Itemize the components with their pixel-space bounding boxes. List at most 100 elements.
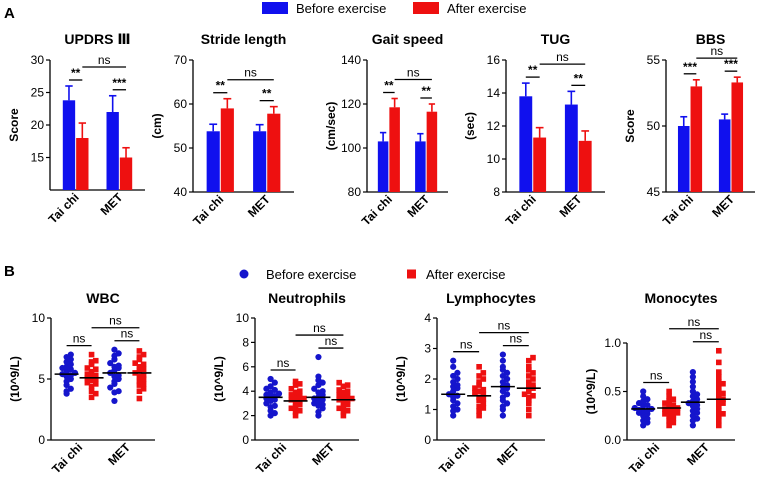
chart-wbc-point-met-after (140, 385, 147, 392)
chart-wbc-point-met-after (140, 361, 147, 368)
chart-updrs-bar-tai-chi-after (76, 138, 89, 190)
chart-monocytes-point-tai-chi-after (662, 406, 668, 412)
chart-wbc-point-met-after (136, 395, 143, 402)
chart-monocytes-point-met-after (716, 383, 722, 390)
panel-label-b: B (4, 263, 15, 280)
chart-wbc-point-tai-chi-after (84, 379, 91, 386)
chart-bbs-significance-label: *** (724, 57, 738, 71)
legend-a-label-after: After exercise (447, 1, 526, 16)
chart-neutrophils-point-met-after (340, 394, 347, 401)
chart-wbc-point-tai-chi-after (84, 365, 91, 371)
chart-lymphocytes-point-tai-chi-after (476, 397, 482, 404)
chart-tug: TUG 8 10 12 14 16 (sec) Tai chi MET ** ** ns (463, 31, 605, 228)
chart-bbs-title: BBS (696, 31, 726, 47)
chart-bbs-y-tick-label: 55 (647, 53, 661, 67)
chart-monocytes-point-met-after (716, 417, 722, 424)
chart-stride-length-x-tick-label-met: MET (245, 192, 273, 220)
chart-monocytes-point-met-after (720, 411, 726, 417)
chart-monocytes-point-tai-chi-after (670, 412, 677, 419)
chart-monocytes-point-met-before (689, 422, 696, 429)
chart-wbc-point-tai-chi-before (67, 351, 74, 358)
chart-neutrophils-point-tai-chi-before (271, 379, 278, 386)
chart-neutrophils-point-met-after (336, 392, 342, 398)
chart-updrs-title: UPDRS Ⅲ (64, 31, 130, 47)
chart-neutrophils-point-met-after (340, 404, 347, 410)
chart-gait-speed-bar-met-before (415, 141, 426, 192)
panel-label-a: A (4, 5, 15, 22)
chart-tug-y-tick-label: 14 (487, 86, 501, 100)
chart-neutrophils-point-tai-chi-after (288, 385, 295, 392)
chart-lymphocytes-point-tai-chi-before (454, 369, 461, 376)
chart-lymphocytes-point-tai-chi-after (480, 405, 487, 411)
chart-monocytes-point-tai-chi-after (670, 408, 677, 414)
legend-a-swatch-after (413, 2, 439, 14)
chart-bbs-y-tick-label: 45 (647, 185, 661, 199)
chart-updrs-bar-met-after (119, 157, 133, 190)
chart-updrs-significance-label: ns (98, 53, 111, 67)
chart-monocytes-point-tai-chi-after (666, 398, 672, 404)
chart-lymphocytes-point-met-after (526, 379, 532, 385)
chart-lymphocytes-point-tai-chi-after (476, 379, 482, 385)
chart-tug-y-tick-label: 12 (487, 119, 501, 133)
chart-stride-length-y-tick-label: 40 (174, 185, 188, 199)
chart-stride-length-bar-tai-chi-after (220, 108, 234, 192)
chart-monocytes-point-met-after (716, 393, 722, 400)
chart-lymphocytes-x-tick-label-met: MET (494, 440, 522, 468)
chart-wbc-significance-label: ns (121, 327, 134, 341)
chart-gait-speed-y-tick-label: 120 (341, 97, 361, 111)
chart-lymphocytes-point-met-after (526, 400, 532, 407)
chart-monocytes-point-met-after (716, 388, 722, 395)
chart-lymphocytes-point-met-before (499, 357, 506, 364)
chart-wbc-point-met-after (140, 381, 147, 387)
legend-b-marker-before (239, 269, 249, 279)
chart-lymphocytes-point-tai-chi-after (476, 382, 482, 388)
chart-tug-y-tick-label: 16 (487, 53, 501, 67)
chart-lymphocytes-point-tai-chi-before (450, 357, 457, 364)
chart-stride-length-significance-label: ** (262, 87, 272, 101)
chart-neutrophils-y-tick-label: 6 (242, 360, 249, 374)
chart-monocytes-point-met-after (716, 403, 722, 409)
chart-stride-length-significance-label: ** (216, 79, 226, 93)
chart-neutrophils-point-tai-chi-after (292, 389, 299, 396)
chart-monocytes-point-met-after (716, 408, 722, 414)
chart-lymphocytes-point-met-after (530, 376, 536, 382)
chart-wbc-point-tai-chi-after (92, 390, 99, 397)
chart-neutrophils-point-met-before (315, 373, 322, 380)
chart-wbc-point-met-before (111, 346, 118, 353)
chart-lymphocytes-point-tai-chi-after (476, 373, 482, 379)
chart-neutrophils-point-tai-chi-after (292, 394, 299, 401)
chart-bbs-y-label: Score (623, 109, 637, 143)
chart-wbc-point-tai-chi-after (88, 351, 95, 358)
chart-monocytes-x-tick-label-met: MET (684, 440, 712, 468)
chart-neutrophils-point-met-after (344, 398, 351, 404)
chart-lymphocytes-point-met-before (499, 412, 506, 419)
chart-gait-speed-y-tick-label: 140 (341, 53, 361, 67)
chart-monocytes-point-tai-chi-after (670, 396, 677, 403)
chart-monocytes-point-met-after (716, 422, 722, 429)
chart-lymphocytes-point-tai-chi-after (480, 391, 487, 398)
chart-neutrophils-point-tai-chi-after (288, 392, 295, 398)
chart-lymphocytes-significance-label: ns (509, 332, 522, 346)
chart-gait-speed-bar-tai-chi-after (389, 107, 400, 192)
chart-updrs-y-tick-label: 15 (31, 151, 45, 165)
chart-neutrophils-point-tai-chi-after (292, 382, 299, 388)
chart-monocytes-significance-label: ns (688, 315, 701, 329)
chart-lymphocytes-point-met-after (526, 364, 532, 370)
chart-wbc-point-tai-chi-after (88, 359, 95, 365)
chart-lymphocytes-y-tick-label: 2 (424, 372, 431, 386)
chart-monocytes-point-met-after (716, 347, 722, 354)
legend-a: Before exercise After exercise (262, 1, 526, 16)
chart-monocytes-significance-label: ns (650, 369, 663, 383)
chart-monocytes-point-met-before (689, 373, 696, 381)
chart-updrs-x-tick-label-met: MET (98, 190, 126, 218)
chart-wbc-title: WBC (86, 290, 119, 306)
chart-monocytes-point-met-after (716, 412, 722, 419)
chart-monocytes-y-label: (10^9/L) (584, 369, 598, 415)
chart-neutrophils-y-tick-label: 4 (242, 384, 249, 398)
chart-neutrophils-point-met-after (344, 393, 351, 399)
chart-stride-length-x-tick-label-tai-chi: Tai chi (190, 192, 226, 228)
chart-tug-y-tick-label: 8 (493, 185, 500, 199)
chart-neutrophils-point-tai-chi-after (296, 407, 303, 414)
chart-neutrophils-x-tick-label-tai-chi: Tai chi (253, 440, 289, 476)
chart-lymphocytes-point-met-after (521, 391, 528, 398)
